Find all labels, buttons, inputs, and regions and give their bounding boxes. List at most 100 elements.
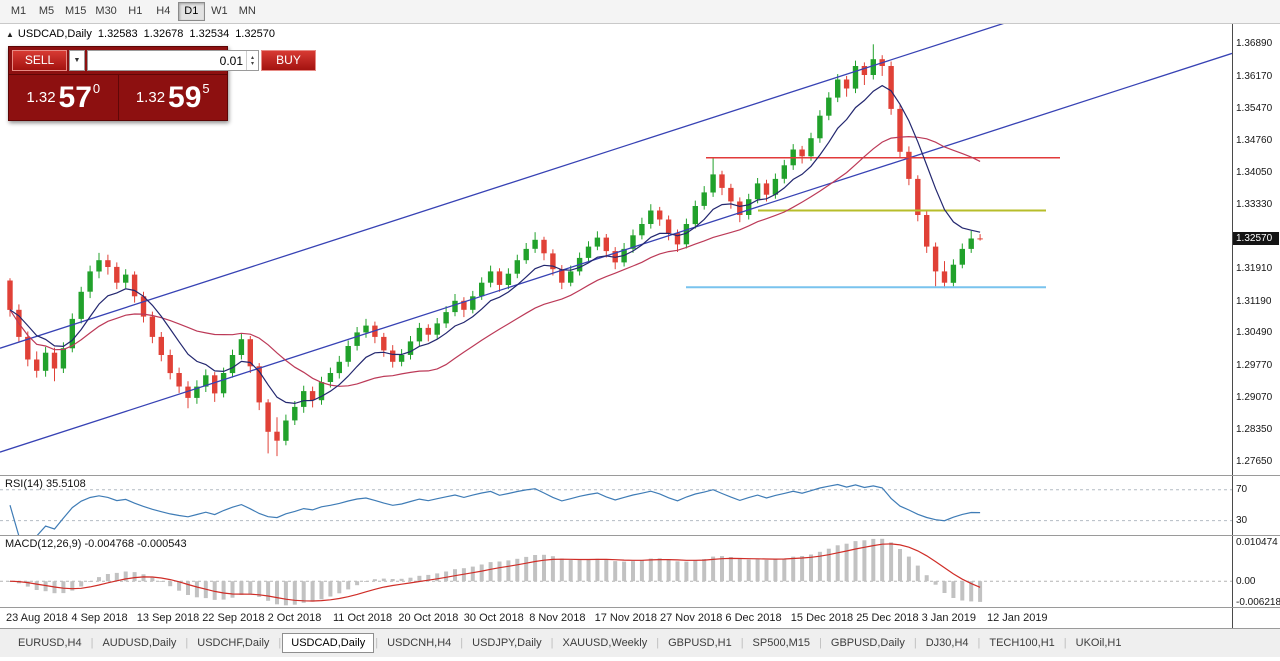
tab-separator: | [1063, 637, 1067, 649]
macd-histogram [8, 538, 983, 606]
timeframe-button-m15[interactable]: M15 [65, 5, 87, 17]
price-axis-label: 1.34050 [1236, 166, 1273, 178]
main-chart-canvas[interactable]: ▲ USDCAD,Daily 1.32583 1.32678 1.32534 1… [0, 24, 1232, 475]
date-label: 4 Sep 2018 [71, 612, 128, 624]
lot-spinner: ▴ ▾ [246, 51, 258, 70]
lot-size-input[interactable] [88, 51, 246, 70]
trade-controls-row: SELL ▼ ▴ ▾ BUY [9, 47, 316, 74]
main-chart-pane: ▲ USDCAD,Daily 1.32583 1.32678 1.32534 1… [0, 24, 1280, 476]
rsi-canvas[interactable]: RSI(14) 35.5108 [0, 476, 1232, 535]
date-label: 2 Oct 2018 [267, 612, 322, 624]
current-price-tag: 1.32570 [1233, 232, 1279, 246]
buy-button[interactable]: BUY [261, 50, 316, 71]
ask-price-button[interactable]: 1.32 59 5 [117, 75, 228, 120]
bid-ask-row: 1.32 57 0 1.32 59 5 [9, 74, 227, 120]
date-label: 12 Jan 2019 [987, 612, 1048, 624]
price-axis-label: 1.27650 [1236, 455, 1273, 467]
bid-prefix: 1.32 [26, 89, 56, 106]
chart-tab-sp500-m15[interactable]: SP500,M15 [752, 637, 811, 649]
chart-tab-gbpusd-h1[interactable]: GBPUSD,H1 [668, 637, 732, 649]
timeframe-button-h1[interactable]: H1 [128, 5, 143, 17]
lot-size-field: ▴ ▾ [87, 50, 259, 71]
timeframe-button-d1[interactable]: D1 [177, 2, 205, 21]
horizontal-levels [686, 156, 1060, 289]
macd-axis-label: 0.010474 [1236, 537, 1278, 548]
rsi-levels [0, 489, 1232, 522]
price-axis-label: 1.34760 [1236, 134, 1273, 146]
rsi-axis-label: 30 [1236, 515, 1248, 527]
date-label: 23 Aug 2018 [6, 612, 68, 624]
date-axis[interactable]: 23 Aug 2018 4 Sep 2018 13 Sep 2018 22 Sep 2… [0, 608, 1280, 629]
tab-separator: | [185, 637, 189, 649]
price-axis[interactable]: 1.36890 1.36170 1.35470 1.34760 1.34050 1.333… [1232, 24, 1280, 475]
price-axis-label: 1.33330 [1236, 199, 1273, 211]
price-axis-label: 1.35470 [1236, 102, 1273, 114]
tab-separator: | [977, 637, 981, 649]
date-label: 22 Sep 2018 [202, 612, 265, 624]
price-axis-label: 1.29770 [1236, 359, 1273, 371]
date-label: 25 Dec 2018 [856, 612, 919, 624]
rsi-line [9, 483, 981, 535]
chart-tab-bar: EURUSD,H4 | AUDUSD,Daily | USDCHF,Daily | USDC… [0, 629, 1280, 657]
date-label: 30 Oct 2018 [463, 612, 524, 624]
chart-tab-eurusd-h4[interactable]: EURUSD,H4 [18, 637, 82, 649]
lot-increase-button[interactable]: ▴ [250, 54, 254, 61]
sell-button[interactable]: SELL [12, 50, 67, 71]
price-axis-label: 1.30490 [1236, 327, 1273, 339]
chart-tab-xauusd-weekly[interactable]: XAUUSD,Weekly [562, 637, 648, 649]
bid-price-button[interactable]: 1.32 57 0 [9, 75, 118, 120]
ask-big-digits: 59 [168, 80, 202, 114]
chart-tab-ukoil-h1[interactable]: UKOil,H1 [1075, 637, 1122, 649]
trendlines [0, 24, 1232, 453]
price-axis-label: 1.29070 [1236, 391, 1273, 403]
rsi-pane: RSI(14) 35.5108 70 30 [0, 476, 1280, 536]
lot-dropdown-button[interactable]: ▼ [69, 50, 85, 71]
date-label: 17 Nov 2018 [594, 612, 657, 624]
chart-tab-usdjpy-daily[interactable]: USDJPY,Daily [472, 637, 542, 649]
chart-tab-dj30-h4[interactable]: DJ30,H4 [925, 637, 969, 649]
chart-tab-usdcad-daily[interactable]: USDCAD,Daily [282, 633, 375, 653]
date-label: 13 Sep 2018 [136, 612, 200, 624]
macd-signal-line [9, 543, 981, 602]
timeframe-button-w1[interactable]: W1 [211, 5, 228, 17]
ask-pipette: 5 [202, 81, 210, 96]
price-axis-label: 1.31910 [1236, 263, 1273, 275]
ohlc-high: 1.32678 [143, 28, 184, 40]
chevron-down-icon: ▼ [73, 57, 81, 64]
rsi-axis-label: 70 [1236, 484, 1248, 496]
ma-fast-line [9, 84, 981, 405]
ma-slow-line [9, 135, 981, 387]
tab-separator: | [278, 637, 282, 649]
chart-tab-usdcnh-h4[interactable]: USDCNH,H4 [387, 637, 452, 649]
date-label: 20 Oct 2018 [398, 612, 459, 624]
date-label: 15 Dec 2018 [790, 612, 854, 624]
date-label: 8 Nov 2018 [529, 612, 586, 624]
symbol-marker-icon: ▲ [6, 29, 14, 39]
timeframe-button-m30[interactable]: M30 [95, 5, 117, 17]
bid-big-digits: 57 [58, 80, 92, 114]
macd-canvas[interactable]: MACD(12,26,9) -0.004768 -0.000543 [0, 536, 1232, 607]
price-axis-label: 1.36890 [1236, 38, 1273, 50]
timeframe-button-mn[interactable]: MN [238, 5, 256, 17]
tab-separator: | [913, 637, 917, 649]
candlestick-svg [0, 24, 1232, 457]
ohlc-low: 1.32534 [189, 28, 230, 40]
chart-tab-tech100-h1[interactable]: TECH100,H1 [989, 637, 1055, 649]
timeframe-button-m1[interactable]: M1 [10, 5, 27, 17]
price-axis-label: 1.28350 [1236, 424, 1273, 435]
chart-tab-usdchf-daily[interactable]: USDCHF,Daily [197, 637, 270, 649]
tab-separator: | [375, 637, 379, 649]
macd-axis-label: -0.006218 [1236, 597, 1280, 608]
date-label: 27 Nov 2018 [660, 612, 723, 624]
chart-tab-audusd-daily[interactable]: AUDUSD,Daily [102, 637, 177, 649]
date-label: 6 Dec 2018 [725, 612, 782, 624]
rsi-axis[interactable]: 70 30 [1232, 476, 1280, 535]
macd-axis[interactable]: 0.010474 0.00 -0.006218 [1232, 536, 1280, 608]
timeframe-button-m5[interactable]: M5 [38, 5, 55, 17]
ohlc-open: 1.32583 [97, 28, 138, 40]
lot-decrease-button[interactable]: ▾ [250, 60, 254, 67]
timeframe-button-h4[interactable]: H4 [156, 5, 171, 17]
chart-tab-gbpusd-daily[interactable]: GBPUSD,Daily [830, 637, 905, 649]
date-label: 3 Jan 2019 [921, 612, 977, 624]
